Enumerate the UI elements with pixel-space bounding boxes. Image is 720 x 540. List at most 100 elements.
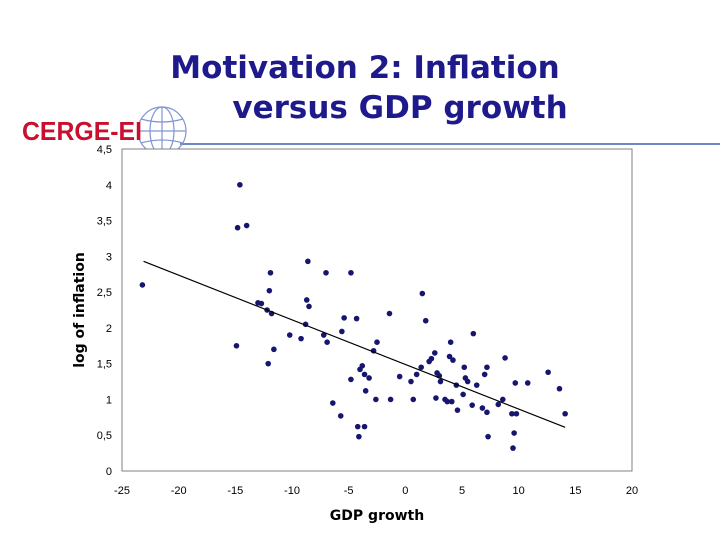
x-tick-label: 5 [459, 485, 465, 497]
y-tick-label: 0,5 [97, 430, 112, 442]
data-point [353, 315, 360, 322]
data-point [500, 396, 506, 403]
data-point [556, 385, 563, 392]
y-axis-title: log of inflation [72, 252, 88, 368]
data-point [419, 290, 426, 297]
data-point [305, 258, 311, 265]
y-tick-label: 4 [106, 180, 112, 192]
x-tick-label: -25 [114, 485, 130, 497]
x-tick-label: -20 [171, 485, 187, 497]
data-point [266, 287, 273, 294]
data-point [337, 413, 344, 419]
data-point [271, 346, 277, 353]
data-point [460, 391, 466, 398]
x-tick-label: -10 [284, 485, 300, 497]
slide-title-line-1: Motivation 2: Inflation [170, 50, 560, 86]
x-tick-label: 15 [569, 485, 581, 497]
x-tick-label: 0 [402, 485, 408, 497]
data-point [396, 373, 403, 380]
data-point [324, 339, 330, 346]
data-point [524, 380, 531, 386]
data-point [428, 355, 435, 362]
data-point [450, 357, 456, 363]
x-axis-ticks: -25 -20 -15 -10 -5 0 5 10 15 20 [114, 485, 638, 497]
data-point [437, 378, 444, 385]
y-tick-label: 4,5 [97, 144, 112, 156]
x-tick-label: 20 [626, 485, 638, 497]
y-tick-label: 1 [106, 394, 112, 406]
data-point [341, 315, 347, 321]
slide-title-line-2: versus GDP growth [232, 90, 568, 126]
data-point [306, 303, 312, 310]
data-point [234, 224, 241, 231]
data-point [286, 332, 293, 338]
data-point [243, 222, 250, 229]
data-point [479, 405, 486, 411]
data-point [513, 410, 520, 417]
data-point [512, 380, 519, 386]
data-point [339, 328, 345, 335]
data-point [509, 410, 515, 417]
data-point [545, 369, 551, 376]
data-point [408, 378, 414, 385]
data-point [447, 339, 454, 346]
data-point [303, 297, 310, 303]
data-point [298, 335, 304, 342]
data-point [373, 396, 379, 403]
slide-title: Motivation 2: Inflation versus GDP growt… [150, 48, 580, 128]
data-point [511, 430, 517, 436]
data-point [330, 400, 336, 406]
data-point [484, 364, 490, 371]
data-point [454, 407, 461, 413]
logo-text: CERGE-EI [22, 116, 142, 146]
data-point [265, 360, 272, 367]
data-point [374, 339, 380, 346]
data-point [356, 433, 362, 440]
data-point [470, 330, 477, 337]
data-point [495, 401, 502, 408]
data-point [446, 353, 453, 360]
data-point [410, 396, 417, 403]
y-axis-ticks: 0 0,5 1 1,5 2 2,5 3 3,5 4 4,5 [97, 144, 112, 478]
data-point [432, 350, 438, 356]
data-point [502, 355, 508, 361]
data-point [237, 181, 243, 188]
data-point [320, 332, 327, 338]
data-point [387, 396, 394, 403]
trendline [143, 260, 566, 428]
data-point [366, 375, 372, 381]
y-tick-label: 3 [106, 251, 112, 263]
data-point [357, 366, 363, 373]
data-point [323, 269, 329, 276]
data-point [422, 317, 429, 324]
data-point [562, 410, 568, 417]
x-tick-label: 10 [513, 485, 525, 497]
data-points [139, 181, 568, 451]
data-point [139, 282, 146, 288]
y-tick-label: 1,5 [97, 359, 112, 371]
y-tick-label: 3,5 [97, 216, 112, 228]
x-axis-title: GDP growth [330, 508, 424, 524]
y-tick-label: 0 [106, 466, 112, 478]
x-tick-label: -5 [344, 485, 354, 497]
cerge-ei-logo: CERGE-EI [22, 106, 187, 156]
data-point [418, 364, 425, 371]
data-point [348, 269, 354, 276]
data-point [362, 388, 369, 394]
data-point [461, 364, 468, 371]
data-point [464, 378, 471, 385]
data-point [433, 395, 439, 401]
data-point [484, 409, 490, 416]
data-point [481, 371, 488, 378]
header-divider [180, 143, 720, 145]
data-point [258, 300, 265, 307]
data-point [233, 342, 240, 349]
data-point [469, 402, 476, 408]
data-point [386, 310, 393, 317]
data-point [510, 445, 516, 451]
data-point [354, 423, 361, 430]
data-point [485, 433, 491, 440]
x-tick-label: -15 [227, 485, 243, 497]
data-point [413, 371, 420, 378]
